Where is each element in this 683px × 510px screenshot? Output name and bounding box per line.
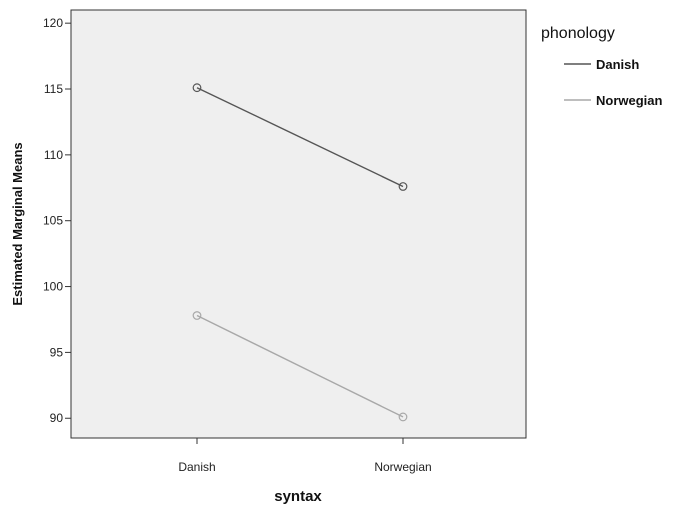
y-tick-label-0: 90 bbox=[50, 411, 64, 425]
data-point-0-1 bbox=[398, 182, 408, 191]
legend-label-1: Norwegian bbox=[596, 93, 663, 108]
series-layer bbox=[192, 83, 408, 422]
x-tick-label-1: Norwegian bbox=[374, 460, 431, 474]
legend-title: phonology bbox=[541, 25, 615, 42]
data-point-1-1 bbox=[398, 412, 408, 422]
data-point-0-0 bbox=[192, 83, 202, 93]
y-tick-label-4: 110 bbox=[44, 148, 63, 162]
data-point-1-0 bbox=[192, 311, 202, 320]
y-axis: 90 95 100 105 110 115 120 bbox=[43, 16, 71, 425]
plot-area bbox=[70, 9, 527, 439]
x-axis: Danish Norwegian bbox=[178, 438, 432, 474]
legend-items: Danish Norwegian bbox=[564, 57, 663, 108]
y-tick-label-1: 95 bbox=[50, 345, 64, 359]
y-axis-title: Estimated Marginal Means bbox=[10, 142, 25, 305]
y-tick-label-6: 120 bbox=[43, 16, 63, 30]
series-line-0 bbox=[196, 87, 404, 188]
y-tick-label-3: 105 bbox=[43, 214, 63, 228]
x-axis-title: syntax bbox=[274, 488, 322, 505]
legend: phonology Danish Norwegian bbox=[541, 25, 663, 108]
x-tick-label-0: Danish bbox=[178, 460, 215, 474]
series-line-1 bbox=[196, 314, 404, 418]
y-tick-label-2: 100 bbox=[43, 280, 63, 294]
legend-label-0: Danish bbox=[596, 57, 639, 72]
y-tick-label-5: 115 bbox=[44, 82, 63, 96]
